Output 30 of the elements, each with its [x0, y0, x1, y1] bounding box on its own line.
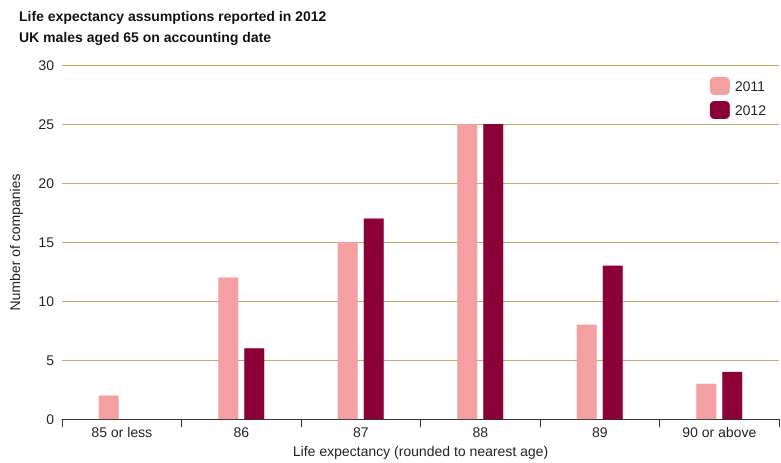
- chart-subtitle: UK males aged 65 on accounting date: [19, 29, 272, 45]
- y-tick-label: 30: [38, 57, 54, 73]
- bar: [722, 372, 742, 420]
- legend-label: 2012: [734, 102, 766, 118]
- x-tick-label: 87: [352, 424, 369, 440]
- x-axis-title: Life expectancy (rounded to nearest age): [292, 443, 548, 459]
- y-tick-label: 10: [38, 293, 54, 310]
- x-tick-label: 85 or less: [91, 424, 152, 440]
- bar: [696, 384, 716, 420]
- y-tick-label: 0: [46, 411, 54, 428]
- bar: [457, 124, 478, 420]
- bar: [602, 266, 623, 420]
- bar: [576, 324, 597, 420]
- legend-label: 2011: [734, 78, 766, 94]
- x-tick-label: 86: [233, 424, 250, 440]
- y-tick-label: 15: [38, 234, 54, 250]
- y-tick-label: 25: [38, 116, 54, 132]
- x-tick-label: 89: [592, 424, 608, 440]
- bar: [218, 277, 238, 420]
- bar: [483, 124, 504, 420]
- x-tick-label: 88: [472, 424, 488, 440]
- bar: [244, 348, 264, 420]
- bar: [98, 395, 119, 420]
- bar: [364, 218, 384, 420]
- chart-title: Life expectancy assumptions reported in 2012: [19, 8, 327, 24]
- y-axis-title: Number of companies: [7, 174, 23, 311]
- bar: [338, 242, 358, 420]
- y-tick-label: 20: [38, 175, 54, 192]
- x-tick-label: 90 or above: [682, 424, 756, 440]
- y-tick-label: 5: [46, 352, 54, 368]
